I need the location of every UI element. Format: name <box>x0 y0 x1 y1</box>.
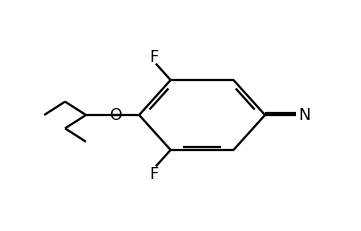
Text: F: F <box>149 50 159 65</box>
Text: O: O <box>109 108 122 123</box>
Text: F: F <box>149 166 159 181</box>
Text: N: N <box>299 108 311 123</box>
